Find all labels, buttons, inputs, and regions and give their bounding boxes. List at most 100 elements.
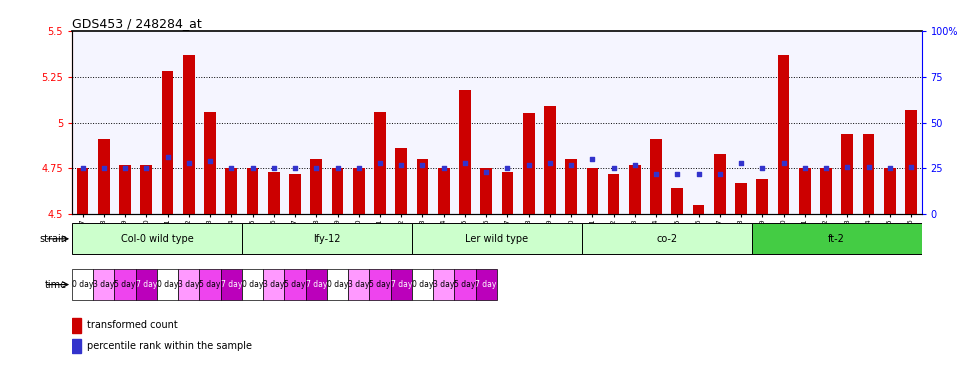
Text: transformed count: transformed count: [87, 321, 178, 330]
Point: [818, 165, 833, 171]
Point: [585, 156, 600, 162]
Text: 3 day: 3 day: [93, 280, 114, 289]
Bar: [396, 148, 407, 214]
Text: 5 day: 5 day: [114, 280, 135, 289]
Text: Col-0 wild type: Col-0 wild type: [121, 234, 193, 244]
Point: [564, 162, 579, 168]
Bar: [756, 179, 768, 214]
Point: [606, 165, 621, 171]
Point: [351, 165, 367, 171]
Point: [245, 165, 260, 171]
Bar: [204, 112, 216, 214]
Bar: [433, 269, 454, 300]
Bar: [310, 159, 323, 214]
Text: 5 day: 5 day: [370, 280, 391, 289]
Point: [733, 160, 749, 166]
Text: 7 day: 7 day: [475, 280, 497, 289]
Bar: [671, 188, 684, 214]
Bar: [412, 269, 433, 300]
Bar: [417, 159, 428, 214]
Bar: [565, 159, 577, 214]
Bar: [226, 168, 237, 214]
Bar: [348, 269, 370, 300]
Point: [903, 164, 919, 169]
Bar: [326, 269, 348, 300]
Point: [670, 171, 685, 177]
Bar: [284, 269, 305, 300]
Text: 3 day: 3 day: [179, 280, 200, 289]
Text: GDS453 / 248284_at: GDS453 / 248284_at: [72, 17, 202, 30]
Text: lfy-12: lfy-12: [313, 234, 341, 244]
Text: co-2: co-2: [656, 234, 678, 244]
Bar: [752, 223, 922, 254]
Point: [372, 160, 388, 166]
Point: [861, 164, 876, 169]
Bar: [501, 172, 514, 214]
Bar: [247, 168, 258, 214]
Text: 0 day: 0 day: [72, 280, 93, 289]
Bar: [799, 168, 810, 214]
Bar: [200, 269, 221, 300]
Bar: [353, 168, 365, 214]
Bar: [391, 269, 412, 300]
Bar: [242, 223, 412, 254]
Bar: [650, 139, 662, 214]
Text: 5 day: 5 day: [454, 280, 475, 289]
Point: [478, 169, 493, 175]
Bar: [77, 168, 88, 214]
Bar: [263, 269, 284, 300]
Bar: [72, 269, 93, 300]
Point: [203, 158, 218, 164]
Text: 3 day: 3 day: [263, 280, 284, 289]
Text: ft-2: ft-2: [828, 234, 845, 244]
Text: 5 day: 5 day: [200, 280, 221, 289]
Bar: [221, 269, 242, 300]
Bar: [98, 139, 109, 214]
Bar: [544, 106, 556, 214]
Text: Ler wild type: Ler wild type: [466, 234, 528, 244]
Text: 0 day: 0 day: [326, 280, 348, 289]
Bar: [135, 269, 157, 300]
Bar: [629, 165, 640, 214]
Point: [882, 165, 898, 171]
Text: 0 day: 0 day: [242, 280, 263, 289]
Text: strain: strain: [39, 234, 67, 244]
Point: [266, 165, 281, 171]
Bar: [587, 168, 598, 214]
Point: [521, 162, 537, 168]
Bar: [289, 174, 300, 214]
Bar: [480, 168, 492, 214]
Text: 3 day: 3 day: [433, 280, 454, 289]
Point: [457, 160, 472, 166]
Point: [287, 165, 302, 171]
Bar: [905, 110, 917, 214]
Point: [712, 171, 728, 177]
Bar: [412, 223, 582, 254]
Point: [394, 162, 409, 168]
Text: 7 day: 7 day: [305, 280, 327, 289]
Point: [181, 160, 197, 166]
Point: [648, 171, 663, 177]
Bar: [242, 269, 263, 300]
Point: [75, 165, 90, 171]
Text: 0 day: 0 day: [156, 280, 179, 289]
Bar: [459, 90, 470, 214]
Point: [797, 165, 812, 171]
Bar: [438, 168, 449, 214]
Point: [627, 162, 642, 168]
Bar: [114, 269, 135, 300]
Point: [415, 162, 430, 168]
Point: [138, 165, 154, 171]
Point: [436, 165, 451, 171]
Bar: [608, 174, 619, 214]
Bar: [179, 269, 200, 300]
Bar: [735, 183, 747, 214]
Bar: [475, 269, 497, 300]
Bar: [841, 134, 853, 214]
Point: [755, 165, 770, 171]
Bar: [156, 269, 179, 300]
Bar: [820, 168, 832, 214]
Bar: [72, 318, 82, 333]
Bar: [863, 134, 875, 214]
Text: 7 day: 7 day: [391, 280, 412, 289]
